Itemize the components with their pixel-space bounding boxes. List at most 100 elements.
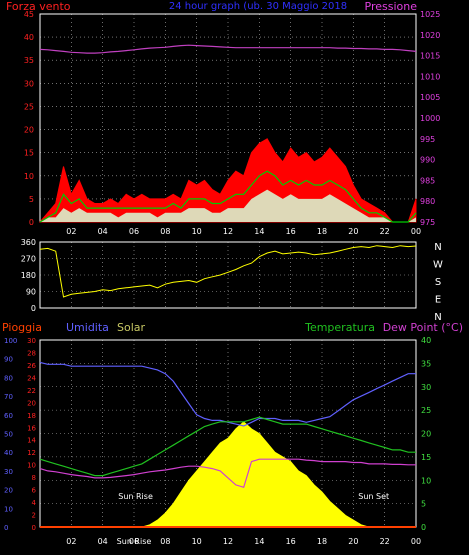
rain-tick-label: 0 [32,524,36,532]
y-right-tick-label: 30 [421,383,431,392]
y-tick-label: 20 [24,126,34,135]
compass-label: N [434,312,441,323]
legend-label: Dew Point (°C) [383,321,463,334]
x-tick-label: 14 [254,227,264,236]
y-right-tick-label: 1010 [420,72,440,81]
y-tick-label: 25 [24,102,34,111]
y-right-tick-label: 35 [421,359,431,368]
x-tick-label: 12 [223,227,233,236]
rain-tick-label: 8 [32,474,36,482]
y-right-tick-label: 1015 [420,52,440,61]
y-tick-label: 40 [24,33,34,42]
compass-label: E [435,295,441,306]
rain-tick-label: 10 [27,462,36,470]
x-tick-label: 18 [317,227,327,236]
humidity-tick-label: 50 [4,431,13,439]
y-tick-label: 90 [26,288,36,297]
direction-line [39,245,417,298]
humidity-tick-label: 80 [4,374,13,382]
x-tick-label: 06 [129,537,139,546]
x-tick-label: 18 [317,537,327,546]
y-tick-label: 0 [31,304,36,313]
compass-label: W [433,260,443,271]
x-tick-label: 04 [98,537,108,546]
humidity-tick-label: 70 [4,393,13,401]
humidity-tick-label: 30 [4,468,13,476]
wind-speed-area [40,189,416,222]
x-tick-label: 00 [411,227,421,236]
y-right-tick-label: 985 [420,176,435,185]
rain-tick-label: 24 [27,374,36,382]
y-tick-label: 5 [29,195,34,204]
humidity-tick-label: 60 [4,412,13,420]
rain-tick-label: 20 [27,399,36,407]
bottom-legend: Pioggia Umidita Solar Temperatura Dew Point … [2,321,463,334]
y-right-tick-label: 40 [421,336,431,345]
y-tick-label: 0 [29,218,34,227]
rain-tick-label: 6 [32,487,37,495]
legend-label: Umidita [66,321,109,334]
y-right-tick-label: 0 [421,523,426,532]
sun-annotation: Sun Rise [117,537,152,546]
humidity-tick-label: 90 [4,356,13,364]
y-right-tick-label: 1000 [420,114,440,123]
x-tick-label: 02 [66,537,76,546]
x-tick-label: 20 [348,227,358,236]
y-tick-label: 35 [24,56,34,65]
y-right-tick-label: 1020 [420,31,440,40]
sun-annotation: Sun Rise [118,492,153,501]
x-tick-label: 08 [160,537,170,546]
humidity-tick-label: 0 [4,524,8,532]
x-tick-label: 22 [380,537,390,546]
compass-label: S [435,277,441,288]
rain-tick-label: 26 [27,362,36,370]
x-tick-label: 16 [286,227,296,236]
pressure-line [39,44,417,54]
x-tick-label: 14 [254,537,264,546]
dew-point-line [39,458,416,489]
temperature-humidity-panel: 0510152025303540010203040506070809010002… [4,336,431,546]
humidity-tick-label: 10 [4,505,13,513]
x-tick-label: 06 [129,227,139,236]
rain-tick-label: 30 [27,337,36,345]
wind-pressure-panel: 0510152025303540459759809859909951000100… [24,10,441,236]
temperature-line [39,416,416,477]
rain-tick-label: 4 [32,499,37,507]
x-tick-label: 02 [66,227,76,236]
legend-label: Solar [117,321,146,334]
compass-label: N [434,242,441,253]
humidity-tick-label: 100 [4,337,17,345]
y-right-tick-label: 5 [421,500,426,509]
wind-axis-title: Forza vento [6,0,71,13]
y-tick-label: 15 [24,149,34,158]
rain-tick-label: 22 [27,387,36,395]
y-right-tick-label: 1005 [420,93,440,102]
x-tick-label: 00 [411,537,421,546]
y-right-tick-label: 975 [420,218,435,227]
rain-tick-label: 14 [27,437,36,445]
y-tick-label: 45 [24,10,34,19]
y-right-tick-label: 995 [420,135,435,144]
rain-tick-label: 2 [32,512,36,520]
y-right-tick-label: 15 [421,453,431,462]
humidity-tick-label: 40 [4,449,13,457]
x-tick-label: 22 [380,227,390,236]
legend-label: Temperatura [304,321,375,334]
x-tick-label: 12 [223,537,233,546]
x-tick-label: 20 [348,537,358,546]
x-tick-label: 04 [98,227,108,236]
y-tick-label: 270 [21,255,36,264]
rain-tick-label: 12 [27,449,36,457]
sun-annotation: Sun Set [358,492,389,501]
y-right-tick-label: 20 [421,430,431,439]
y-tick-label: 30 [24,79,34,88]
rain-tick-label: 18 [27,412,36,420]
wind-avg-line [39,170,417,223]
y-right-tick-label: 10 [421,476,431,485]
y-right-tick-label: 25 [421,406,431,415]
legend-label: Pioggia [2,321,42,334]
x-tick-label: 10 [192,227,202,236]
rain-tick-label: 28 [27,349,36,357]
